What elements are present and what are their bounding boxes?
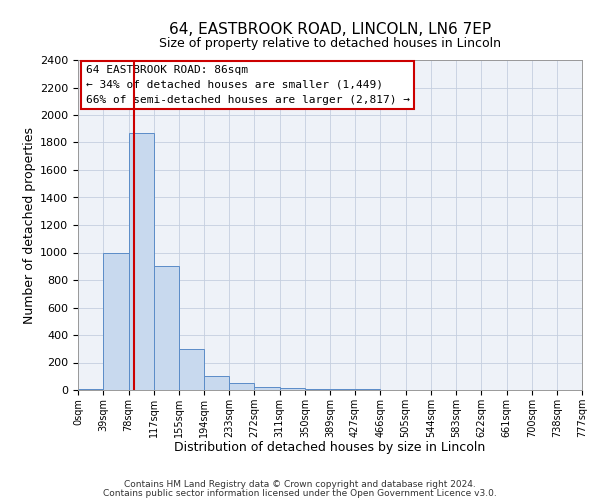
Text: Contains public sector information licensed under the Open Government Licence v3: Contains public sector information licen…	[103, 489, 497, 498]
Bar	[204, 376, 229, 390]
Bar	[154, 266, 179, 390]
Bar	[128, 133, 154, 390]
Y-axis label: Number of detached properties: Number of detached properties	[23, 126, 36, 324]
Text: 64, EASTBROOK ROAD, LINCOLN, LN6 7EP: 64, EASTBROOK ROAD, LINCOLN, LN6 7EP	[169, 22, 491, 38]
Text: 64 EASTBROOK ROAD: 86sqm
← 34% of detached houses are smaller (1,449)
66% of sem: 64 EASTBROOK ROAD: 86sqm ← 34% of detach…	[86, 65, 410, 104]
Bar	[78, 388, 103, 390]
Bar	[103, 252, 128, 390]
Bar	[254, 386, 280, 390]
X-axis label: Distribution of detached houses by size in Lincoln: Distribution of detached houses by size …	[175, 442, 485, 454]
Bar	[179, 349, 204, 390]
Text: Contains HM Land Registry data © Crown copyright and database right 2024.: Contains HM Land Registry data © Crown c…	[124, 480, 476, 489]
Text: Size of property relative to detached houses in Lincoln: Size of property relative to detached ho…	[159, 38, 501, 51]
Bar	[280, 388, 305, 390]
Bar	[229, 383, 254, 390]
